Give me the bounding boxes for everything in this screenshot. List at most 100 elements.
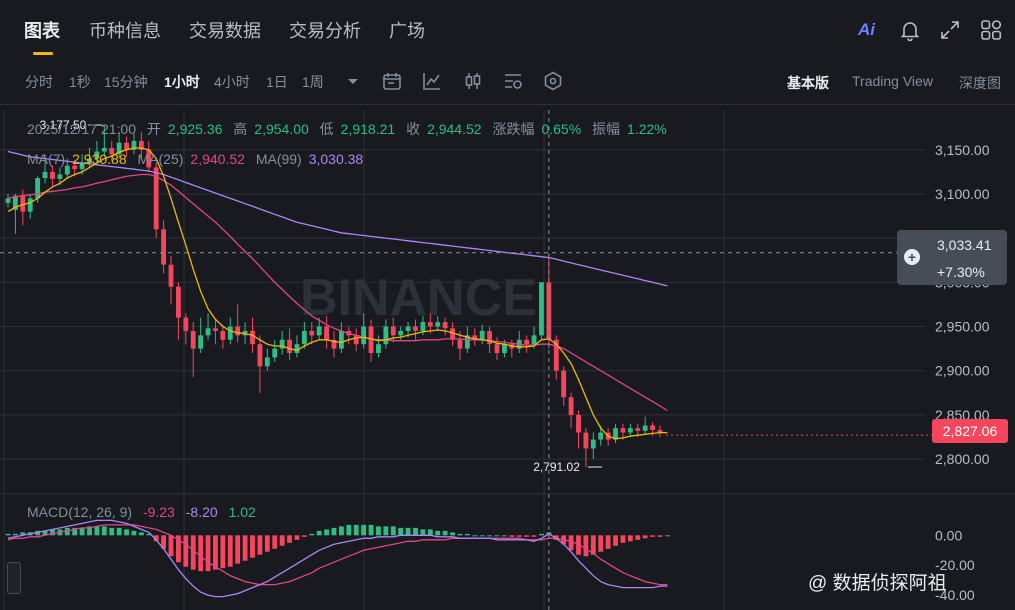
candle-body [420,322,426,331]
candle-body [250,330,255,345]
macd-bar [613,535,618,546]
candle-body [294,344,300,354]
view-trading-view[interactable]: Trading View [852,73,933,89]
price-tick-label: 2,950.00 [935,319,990,335]
tab-chart[interactable]: 图表 [24,21,60,41]
macd-bar [153,535,159,542]
candle-body [383,326,389,345]
ma7-value: 2,930.88 [72,151,127,167]
ma99-value: 3,030.38 [308,151,364,167]
macd-bar [472,535,478,537]
candle-body [57,174,63,179]
macd-bar [605,535,611,549]
macd-bar [264,535,270,552]
price-tick-label: 3,100.00 [935,186,990,202]
ma25-value: 2,940.52 [190,151,245,167]
price-tick-label: 2,800.00 [935,451,990,467]
crosshair-price: 3,033.41 [937,237,992,253]
macd-bar [50,529,55,536]
tab-square[interactable]: 广场 [389,21,425,41]
bell-icon[interactable] [898,18,922,42]
candle-body [487,330,492,345]
macd-dea-line [7,524,668,586]
expand-icon[interactable] [938,18,962,42]
macd-bar [665,535,670,537]
price-tick-label: 2,850.00 [935,407,990,423]
settings-icon[interactable] [502,70,524,92]
candle-body [72,165,78,170]
candle-body [116,142,122,155]
calendar-icon[interactable] [381,70,403,92]
price-tick-label: 2,900.00 [935,363,990,379]
macd-bar [657,535,663,537]
macd-bar [272,535,278,549]
candle-body [339,330,344,349]
macd-bar [642,535,648,539]
candle-icon[interactable] [462,70,484,92]
macd-bar [383,526,389,536]
macd-bar [213,535,218,570]
candle-body [361,326,367,345]
ma7-label: MA(7) [27,151,66,167]
candle-body [220,330,226,340]
low-value: 2,918.21 [340,121,396,137]
interval-1h[interactable]: 1小时 [164,74,200,90]
crosshair-price-tag[interactable]: + 3,033.41 +7.30% [897,230,1007,285]
macd-bar [650,535,655,537]
macd-bar [568,535,574,551]
last-price-tag: 2,827.06 [932,419,1008,443]
macd-bar [42,530,48,536]
macd-bar [464,533,470,536]
candle-body [109,148,115,155]
scroll-handle[interactable] [7,562,21,594]
interval-1s[interactable]: 1秒 [69,74,91,90]
author-watermark: @ 数据侦探阿祖 [808,573,947,594]
grid-icon[interactable] [979,18,1003,42]
indicator-icon[interactable] [421,70,443,92]
ai-icon[interactable]: Ai [858,20,875,39]
macd-bar [331,527,337,536]
macd-bar [598,535,604,552]
macd-bar [146,533,152,536]
candle-body [50,171,55,179]
interval-1w[interactable]: 1周 [302,74,324,90]
candlestick-chart[interactable]: BINANCE3,150.003,100.003,050.003,000.002… [0,105,1015,610]
candle-body [398,330,404,336]
macd-bar [531,535,537,537]
hexagon-icon[interactable] [542,70,564,92]
macd-bar [620,535,626,543]
candle-body [457,339,463,349]
macd-bar [79,527,85,536]
candle-body [324,326,329,340]
candle-body [427,322,433,327]
low-label: 低 [319,121,334,137]
interval-15m[interactable]: 15分钟 [104,74,148,90]
macd-bar [94,526,100,536]
candle-body [635,428,641,431]
interval-4h[interactable]: 4小时 [214,74,250,90]
interval-1d[interactable]: 1日 [266,74,288,90]
tab-trading-data[interactable]: 交易数据 [189,21,261,41]
candle-body [583,432,589,449]
candle-body [35,178,41,199]
macd-bar [376,526,381,536]
candle-body [227,326,233,340]
macd-bar [161,535,166,549]
tab-trading-analysis[interactable]: 交易分析 [289,21,361,41]
candle-body [620,428,626,433]
chevron-down-icon[interactable] [342,70,364,92]
macd-bar [198,535,204,572]
candle-body [131,140,137,150]
tab-coin-info[interactable]: 币种信息 [89,21,161,41]
macd-bar [368,524,374,536]
interval-timeline[interactable]: 分时 [25,74,53,90]
macd-bar [205,535,211,572]
macd-bar [539,533,544,536]
view-depth[interactable]: 深度图 [959,75,1001,91]
macd-bar [390,526,396,536]
add-alert-icon[interactable]: + [904,249,920,265]
macd-bar [398,527,404,536]
candle-body [13,195,18,210]
candle-body [168,264,174,287]
view-basic[interactable]: 基本版 [787,75,829,91]
